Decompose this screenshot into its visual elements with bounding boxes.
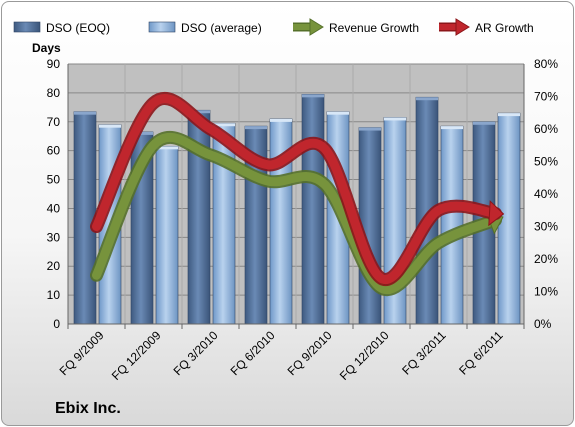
bar-dso-average	[155, 146, 179, 325]
x-tick-label: FQ 9/2010	[285, 328, 335, 378]
legend-dso-average-swatch	[148, 21, 176, 33]
y-tick-label: 70	[47, 115, 61, 129]
y-tick-label: 30	[47, 230, 61, 244]
bar-top-highlight	[245, 126, 267, 130]
company-name: Ebix Inc.	[55, 400, 121, 417]
bar-top-highlight	[498, 113, 520, 117]
arrowhead-ar-growth	[488, 200, 505, 227]
legend-dso-eoq-label: DSO (EOQ)	[46, 21, 110, 35]
y-tick-label: 90	[47, 57, 61, 71]
legend-dso-average-label: DSO (average)	[181, 21, 262, 35]
x-tick-label: FQ 12/2010	[337, 328, 392, 383]
y-axis-title: Days	[32, 41, 61, 55]
line-ar-growth	[92, 94, 500, 284]
legend-dso-eoq-swatch	[13, 21, 41, 33]
y-tick-label: 60	[47, 144, 61, 158]
bar-top-highlight	[327, 111, 349, 115]
y2-tick-label: 40%	[534, 187, 558, 201]
line-revenue-growth	[92, 133, 500, 295]
bar-top-highlight	[359, 127, 381, 131]
y-tick-label: 50	[47, 173, 61, 187]
x-tick-label: FQ 12/2009	[109, 328, 164, 383]
bar-top-highlight	[441, 126, 463, 130]
bar-top-highlight	[302, 94, 324, 98]
y-tick-label: 40	[47, 201, 61, 215]
bar-top-highlight	[74, 111, 96, 115]
legend-revenue-growth-arrowhead	[309, 18, 324, 36]
bar-top-highlight	[384, 117, 406, 121]
y-tick-label: 10	[47, 288, 61, 302]
bar-top-highlight	[156, 146, 178, 150]
bar-top-highlight	[270, 118, 292, 122]
legend-ar-growth-label: AR Growth	[475, 21, 534, 35]
y2-tick-label: 30%	[534, 220, 558, 234]
y2-tick-label: 20%	[534, 252, 558, 266]
legend-revenue-growth-label: Revenue Growth	[329, 21, 419, 35]
bar-top-highlight	[213, 123, 235, 127]
legend-ar-growth-arrowhead	[455, 18, 470, 36]
x-tick-label: FQ 3/2011	[399, 328, 449, 378]
y2-tick-label: 70%	[534, 90, 558, 104]
y-tick-label: 80	[47, 86, 61, 100]
bar-top-highlight	[131, 131, 153, 135]
y2-tick-label: 50%	[534, 155, 558, 169]
y-tick-label: 0	[53, 317, 60, 331]
bar-dso-average	[440, 125, 464, 325]
bar-top-highlight	[473, 121, 495, 125]
bar-dso-eoq	[73, 111, 97, 325]
y2-tick-label: 0%	[534, 317, 552, 331]
y2-tick-label: 60%	[534, 122, 558, 136]
x-tick-label: FQ 9/2009	[57, 328, 107, 378]
bar-top-highlight	[416, 97, 438, 101]
y-tick-label: 20	[47, 259, 61, 273]
bar-top-highlight	[99, 124, 121, 128]
x-tick-label: FQ 6/2011	[456, 328, 506, 378]
x-tick-label: FQ 6/2010	[228, 328, 278, 378]
y2-tick-label: 80%	[534, 57, 558, 71]
bar-dso-eoq	[301, 94, 325, 325]
bar-top-highlight	[188, 110, 210, 114]
x-tick-label: FQ 3/2010	[171, 328, 221, 378]
y2-tick-label: 10%	[534, 285, 558, 299]
